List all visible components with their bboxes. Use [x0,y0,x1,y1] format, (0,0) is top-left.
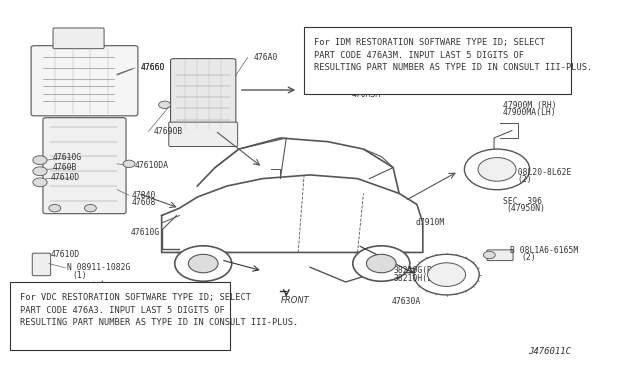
Circle shape [49,205,61,212]
Text: SEC. 396: SEC. 396 [503,197,542,206]
FancyBboxPatch shape [53,28,104,49]
Text: 47660: 47660 [141,63,165,72]
Text: For IDM RESTORATION SOFTWARE TYPE ID; SELECT
PART CODE 476A3M. INPUT LAST 5 DIGI: For IDM RESTORATION SOFTWARE TYPE ID; SE… [314,38,593,72]
Text: (2): (2) [522,253,536,263]
Text: 47900M (RH): 47900M (RH) [503,101,557,110]
Circle shape [33,156,47,164]
Circle shape [483,251,495,259]
Circle shape [84,205,97,212]
Circle shape [367,254,396,273]
Text: FRONT: FRONT [280,296,309,305]
Text: (2): (2) [122,289,136,298]
Text: 4760B: 4760B [52,163,77,172]
FancyBboxPatch shape [32,253,51,276]
Text: 476A3: 476A3 [127,340,152,349]
FancyBboxPatch shape [169,122,237,147]
Text: 47840: 47840 [132,191,156,200]
Circle shape [465,149,530,190]
Circle shape [353,246,410,281]
Text: 47608: 47608 [132,198,156,207]
Circle shape [428,263,465,286]
Circle shape [123,160,135,167]
Text: 4769OB: 4769OB [154,127,182,136]
Text: For VDC RESTORATION SOFTWARE TYPE ID; SELECT
PART CODE 476A3. INPUT LAST 5 DIGIT: For VDC RESTORATION SOFTWARE TYPE ID; SE… [20,293,299,327]
Circle shape [188,254,218,273]
Text: B 08L1A6-6165M: B 08L1A6-6165M [510,246,579,255]
Text: B 08L20-8L62E: B 08L20-8L62E [508,168,571,177]
FancyBboxPatch shape [43,118,126,214]
Circle shape [478,158,516,181]
Text: 47610D: 47610D [51,173,80,182]
FancyBboxPatch shape [170,59,236,132]
Text: J476011C: J476011C [528,347,572,356]
Text: 47610D: 47610D [51,250,80,259]
Circle shape [175,246,232,281]
FancyBboxPatch shape [31,46,138,116]
FancyBboxPatch shape [10,282,230,350]
Circle shape [414,254,479,295]
FancyBboxPatch shape [487,250,513,260]
Text: 476A3M: 476A3M [351,90,381,99]
Text: d7910M: d7910M [416,218,445,227]
FancyBboxPatch shape [304,27,572,94]
Text: 47660: 47660 [141,63,165,72]
Circle shape [33,167,47,176]
Circle shape [33,178,47,187]
Text: (47950N): (47950N) [506,204,545,214]
Text: 47610G: 47610G [52,153,82,162]
Text: 476A0: 476A0 [253,53,278,62]
Text: 47630A: 47630A [392,297,421,306]
Text: N 08911-1082G: N 08911-1082G [67,263,130,272]
Circle shape [159,101,170,109]
Text: 38210H(LH): 38210H(LH) [393,274,442,283]
Text: 38210G(RH): 38210G(RH) [393,266,442,275]
Text: 47610DA: 47610DA [135,161,169,170]
Text: 47610G: 47610G [131,228,160,237]
Text: (2): (2) [518,175,532,184]
Text: N 08911-1082G: N 08911-1082G [116,282,179,291]
Text: 47900MA(LH): 47900MA(LH) [503,108,557,118]
Text: (1): (1) [72,271,87,280]
